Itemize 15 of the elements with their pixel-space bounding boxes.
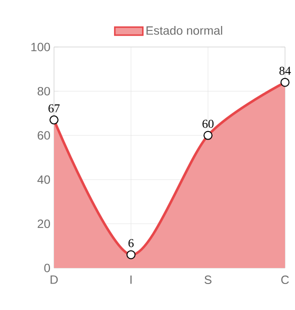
data-label: 84 — [279, 66, 291, 75]
x-tick-label: D — [50, 276, 58, 284]
data-label: 60 — [202, 120, 214, 128]
data-label: 6 — [128, 239, 134, 248]
legend-label: Estado normal — [146, 26, 222, 35]
y-tick-label: 20 — [38, 220, 50, 228]
y-tick-label: 40 — [37, 175, 50, 184]
y-tick-label: 100 — [31, 42, 50, 52]
x-tick-label: S — [204, 276, 212, 284]
x-tick-label: I — [130, 276, 132, 284]
data-label: 67 — [48, 104, 60, 112]
x-tick-label: C — [281, 276, 289, 284]
y-tick-label: 0 — [44, 264, 50, 272]
y-tick-label: 60 — [38, 131, 50, 140]
y-tick-label: 80 — [38, 86, 50, 96]
